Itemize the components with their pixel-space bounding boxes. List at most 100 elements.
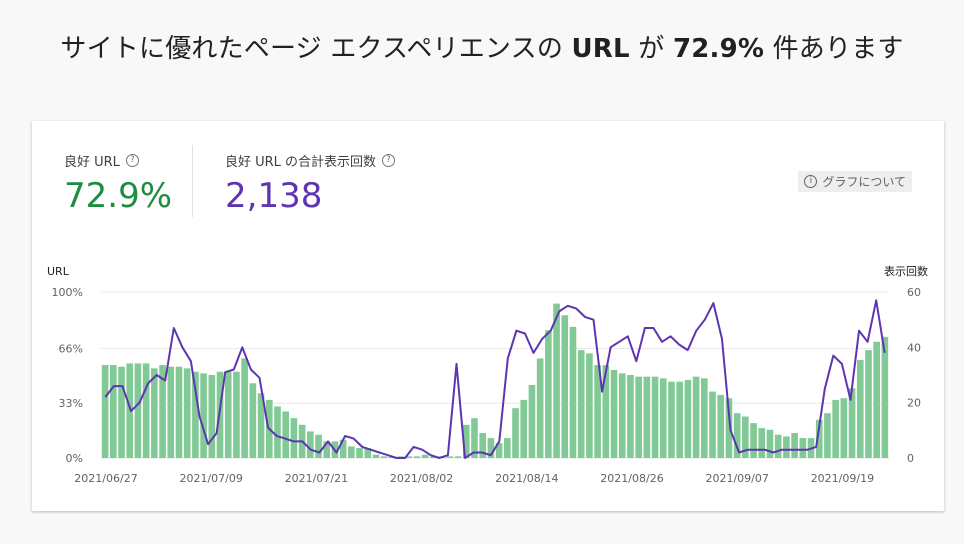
right-tick-label: 0 [907, 452, 914, 465]
chart-bar [528, 384, 536, 458]
chart-bar [323, 441, 331, 458]
headline-percent: 72.9% [672, 34, 765, 64]
chart-bar [668, 381, 675, 458]
x-tick-label: 2021/08/14 [495, 472, 558, 485]
performance-chart: 100% 66% 33% 0% 60 40 20 0 URL 表示回数 2021/06/27 2021… [47, 264, 928, 485]
chart-bar [175, 366, 183, 458]
chart-bar [110, 365, 117, 458]
chart-bar [487, 438, 495, 458]
right-axis-title: 表示回数 [884, 264, 928, 278]
left-tick-label: 33% [59, 397, 83, 410]
chart-bar [142, 363, 150, 458]
right-tick-label: 60 [907, 286, 921, 299]
impressions-value: 2,138 [225, 176, 323, 216]
chart-bar [126, 363, 134, 458]
chart-bar [479, 433, 486, 458]
chart-bar [865, 350, 872, 458]
chart-bar [421, 454, 429, 458]
help-icon[interactable]: ? [125, 154, 139, 167]
chart-bar [602, 365, 610, 458]
help-icon[interactable]: ? [382, 154, 396, 167]
chart-bar [750, 423, 757, 458]
x-tick-label: 2021/08/26 [600, 472, 663, 485]
chart-bar [364, 448, 372, 458]
chart-bar [709, 391, 716, 458]
chart-bar [635, 376, 642, 458]
impressions-label-row: 良好 URL の合計表示回数 ? [225, 151, 396, 170]
chart-bar [339, 439, 347, 458]
chart-bar [520, 399, 528, 458]
chart-bar [167, 366, 175, 458]
good-url-value: 72.9% [64, 176, 173, 216]
chart-bar [413, 456, 421, 458]
left-tick-label: 0% [66, 452, 83, 465]
chart-bar [569, 326, 577, 458]
x-tick-label: 2021/09/07 [705, 472, 768, 485]
right-tick-label: 20 [907, 397, 921, 410]
chart-bar [462, 424, 470, 458]
chart-bar [454, 456, 462, 458]
chart-bar [380, 456, 388, 458]
headline-middle: が [629, 34, 673, 64]
chart-bar [651, 376, 659, 458]
chart-bar [274, 406, 281, 458]
good-url-label-row: 良好 URL ? [64, 151, 172, 170]
x-tick-label: 2021/07/09 [179, 472, 242, 485]
left-tick-label: 66% [59, 342, 83, 355]
chart-bar [758, 428, 766, 458]
chart-bar [594, 365, 601, 458]
chart-bar [561, 315, 569, 458]
impressions-label: 良好 URL の合計表示回数 [225, 155, 377, 170]
chart-bar [290, 418, 298, 458]
chart-bar [200, 373, 207, 458]
chart-bar [627, 375, 634, 458]
chart-bar [881, 336, 889, 458]
headline-prefix: サイトに優れたページ エクスペリエンスの [60, 34, 572, 64]
chart-bar [840, 398, 848, 458]
chart-bar [684, 379, 692, 458]
chart-bar [101, 365, 109, 458]
chart-bar [733, 413, 741, 458]
chart-bar [315, 434, 322, 458]
chart-bar [783, 436, 790, 458]
headline-url: URL [571, 34, 630, 64]
chart-bar [577, 350, 585, 458]
chart-bar [118, 366, 125, 458]
chart-bar [610, 370, 618, 458]
chart-bar [832, 399, 839, 458]
x-tick-label: 2021/07/21 [285, 472, 348, 485]
about-chart-button[interactable]: i グラフについて [798, 171, 912, 192]
impressions-metric[interactable]: 良好 URL の合計表示回数 ? 2,138 [225, 151, 396, 216]
headline-suffix: 件あります [764, 34, 904, 64]
chart-bar [430, 456, 437, 458]
chart-bar [183, 368, 191, 458]
impressions-line [104, 299, 886, 459]
chart-bar [356, 448, 363, 458]
chart-bar [791, 433, 798, 458]
x-tick-label: 2021/09/19 [811, 472, 874, 485]
right-tick-label: 40 [907, 341, 921, 354]
left-axis-title: URL [47, 265, 70, 278]
chart-bar [512, 408, 519, 458]
chart-bar [471, 418, 478, 458]
chart-bar [717, 394, 725, 458]
good-url-metric[interactable]: 良好 URL ? 72.9% [64, 151, 172, 216]
chart-bar [241, 358, 248, 458]
chart-bar [446, 456, 454, 458]
chart-bar [134, 363, 142, 458]
x-tick-label: 2021/06/27 [74, 472, 137, 485]
chart-bar [856, 360, 864, 458]
chart-bar [208, 375, 216, 458]
chart-bar [553, 303, 560, 458]
chart-bar [799, 438, 807, 458]
info-icon: i [804, 175, 818, 188]
chart-bar [725, 398, 733, 458]
chart-bar [282, 411, 289, 458]
chart-bar [815, 419, 823, 458]
chart-bar [151, 368, 158, 458]
chart-bar [742, 416, 749, 458]
chart-bar [766, 429, 774, 458]
chart-bar [873, 341, 880, 458]
about-chart-label: グラフについて [822, 175, 906, 189]
chart-bar [192, 371, 199, 458]
